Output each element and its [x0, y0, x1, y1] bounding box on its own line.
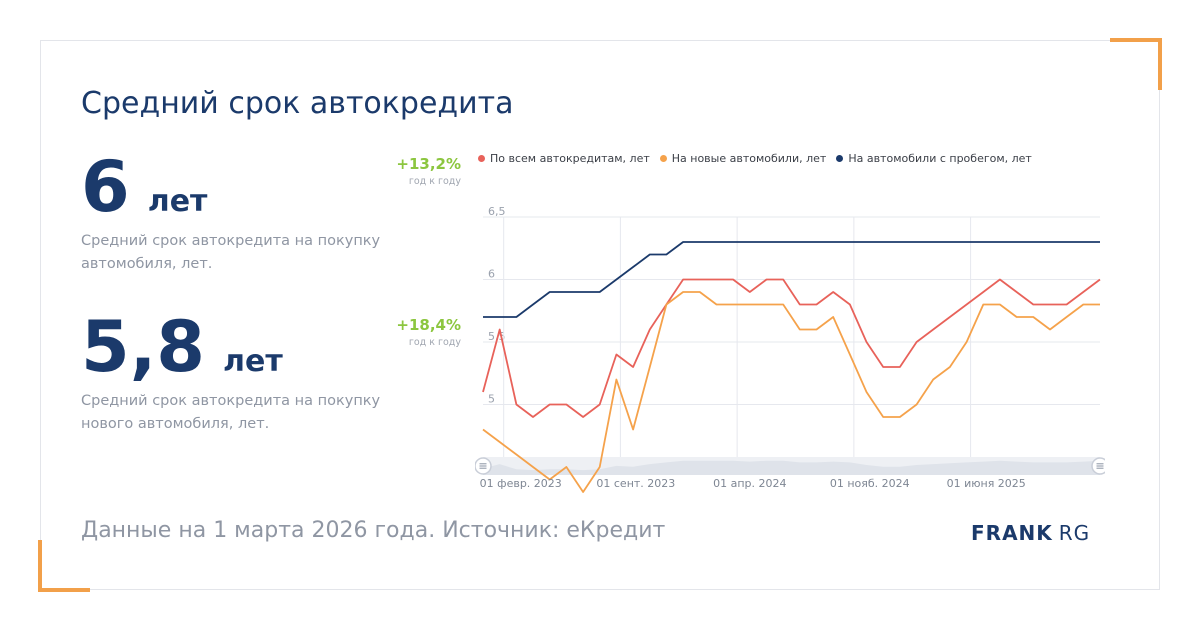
legend-item-all[interactable]: По всем автокредитам, лет	[478, 152, 650, 165]
stat-new-unit: лет	[223, 344, 283, 379]
card-frame	[40, 40, 1160, 590]
stat-overall-description: Средний срок автокредита на покупку авто…	[81, 233, 381, 272]
footer-source: Данные на 1 марта 2026 года. Источник: е…	[81, 518, 666, 543]
legend-dot-used	[836, 155, 844, 162]
x-tick-label: 01 сент. 2023	[596, 477, 675, 490]
corner-accent-top-right	[1110, 38, 1162, 90]
stat-overall: 6 лет Средний срок автокредита на покупку…	[81, 152, 421, 276]
legend-label-all: По всем автокредитам, лет	[490, 152, 650, 165]
stat-new-value: 5,8	[81, 306, 206, 388]
legend-dot-new	[659, 155, 667, 162]
legend-label-new: На новые автомобили, лет	[671, 152, 827, 165]
corner-accent-bottom-left	[38, 540, 90, 592]
x-tick-label: 01 нояб. 2024	[830, 477, 910, 490]
brand-logo: FRANK RG	[971, 521, 1090, 545]
y-tick-label: 5	[488, 393, 495, 406]
x-tick-label: 01 февр. 2023	[480, 477, 562, 490]
stat-overall-value: 6	[81, 146, 130, 228]
legend-label-used: На автомобили с пробегом, лет	[848, 152, 1032, 165]
stat-overall-delta-value: +13,2%	[396, 155, 461, 173]
stat-new-delta: +18,4% год к году	[396, 316, 461, 348]
stat-new: 5,8 лет Средний срок автокредита на покуп…	[81, 312, 421, 436]
legend-item-used[interactable]: На автомобили с пробегом, лет	[836, 152, 1032, 165]
legend-dot-all	[478, 155, 485, 162]
y-tick-label: 6	[488, 268, 495, 281]
stat-overall-unit: лет	[147, 184, 208, 219]
brand-logo-light: RG	[1058, 521, 1091, 545]
stat-overall-delta-note: год к году	[408, 176, 461, 187]
series-line-2	[482, 291, 1100, 493]
legend-item-new[interactable]: На новые автомобили, лет	[659, 152, 827, 165]
page-title: Средний срок автокредита	[81, 86, 514, 121]
chart-legend: По всем автокредитам, лет На новые автом…	[478, 152, 1032, 165]
stat-new-description: Средний срок автокредита на покупку ново…	[81, 393, 381, 432]
stat-overall-delta: +13,2% год к году	[396, 155, 461, 187]
x-tick-label: 01 июня 2025	[947, 477, 1026, 490]
series-line-1	[482, 278, 1101, 418]
x-tick-label: 01 апр. 2024	[713, 477, 786, 490]
y-tick-label: 6,5	[488, 205, 506, 218]
navigator-area	[483, 460, 1100, 475]
stat-new-delta-note: год к году	[408, 337, 461, 348]
stat-new-delta-value: +18,4%	[396, 316, 461, 334]
series-line-3	[483, 241, 1100, 318]
brand-logo-bold: FRANK	[971, 521, 1053, 545]
